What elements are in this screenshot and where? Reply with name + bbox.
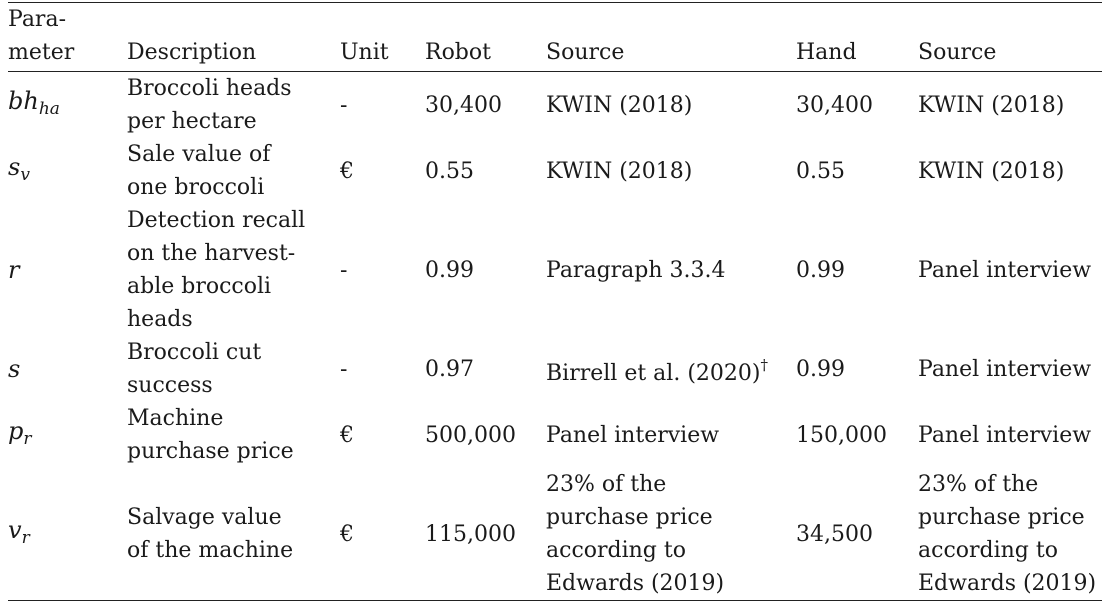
hand-value: 0.99	[796, 356, 845, 382]
hand-source: KWIN (2018)	[918, 92, 1065, 118]
parameter-unit: -	[340, 257, 348, 283]
header-parameter: Para- meter	[8, 7, 75, 65]
hand-source: 23% of the purchase price according to E…	[918, 472, 1097, 596]
parameter-symbol-subscript: r	[21, 527, 30, 548]
header-unit: Unit	[340, 40, 389, 65]
parameter-symbol: sv	[8, 138, 127, 204]
parameter-symbol: pr	[8, 402, 127, 468]
parameter-symbol-base: s	[8, 152, 21, 181]
robot-source: 23% of the purchase price according to E…	[546, 468, 796, 601]
parameter-description: Salvage value of the machine	[127, 505, 294, 563]
robot-value: 0.99	[425, 257, 474, 283]
footnote-dagger-mark: †	[760, 355, 768, 374]
hand-source: KWIN (2018)	[918, 158, 1065, 184]
parameter-unit: €	[340, 158, 354, 184]
parameter-description: Broccoli heads per hectare	[127, 76, 292, 134]
parameter-symbol: s	[8, 336, 127, 402]
table-row: sv Sale value of one broccoli €0.55 KWIN (2…	[8, 138, 1102, 204]
robot-source: Paragraph 3.3.4	[546, 204, 796, 336]
parameter-description: Broccoli cut success	[127, 340, 262, 398]
hand-source: Panel interview	[918, 422, 1092, 448]
parameter-table-container: Para- meter Description Unit Robot Sourc…	[8, 2, 1102, 601]
parameter-symbol: bhha	[8, 72, 127, 139]
hand-source: Panel interview	[918, 257, 1092, 283]
header-description: Description	[127, 40, 257, 65]
parameter-symbol: vr	[8, 468, 127, 601]
parameter-unit: €	[340, 422, 354, 448]
robot-source: Panel interview	[546, 402, 796, 468]
table-row: r Detection recall on the harvest- able b…	[8, 204, 1102, 336]
table-row: pr Machine purchase price €500,000 Panel in…	[8, 402, 1102, 468]
robot-source-text: Paragraph 3.3.4	[546, 257, 726, 283]
robot-source: KWIN (2018)	[546, 138, 796, 204]
robot-value: 0.97	[425, 356, 474, 382]
parameter-description: Sale value of one broccoli	[127, 142, 271, 200]
robot-value: 115,000	[425, 521, 516, 547]
parameter-symbol-base: v	[8, 515, 22, 544]
robot-value: 0.55	[425, 158, 474, 184]
parameter-symbol-base: p	[8, 416, 24, 445]
robot-source-text: KWIN (2018)	[546, 92, 693, 118]
header-source-hand: Source	[918, 40, 997, 65]
hand-value: 150,000	[796, 422, 887, 448]
robot-value: 500,000	[425, 422, 516, 448]
parameter-description: Machine purchase price	[127, 406, 294, 464]
parameter-symbol-base: s	[8, 354, 21, 383]
parameter-symbol-subscript: r	[23, 428, 32, 449]
robot-source: Birrell et al. (2020)†	[546, 336, 796, 402]
hand-value: 34,500	[796, 521, 873, 547]
table-row: s Broccoli cut success - 0.97 Birrell et al.…	[8, 336, 1102, 402]
parameter-symbol-base: bh	[8, 86, 39, 115]
header-robot: Robot	[425, 40, 491, 65]
robot-source: KWIN (2018)	[546, 72, 796, 139]
hand-source: Panel interview	[918, 356, 1092, 382]
hand-value: 30,400	[796, 92, 873, 118]
table-row: vr Salvage value of the machine €115,000 23…	[8, 468, 1102, 601]
parameter-unit: -	[340, 356, 348, 382]
parameter-table: Para- meter Description Unit Robot Sourc…	[8, 2, 1102, 601]
parameter-unit: €	[340, 521, 354, 547]
parameter-symbol-subscript: v	[20, 164, 30, 185]
robot-value: 30,400	[425, 92, 502, 118]
header-hand: Hand	[796, 40, 857, 65]
table-row: bhha Broccoli heads per hectare -30,400 KWI…	[8, 72, 1102, 139]
parameter-symbol-base: r	[8, 255, 20, 284]
robot-source-text: KWIN (2018)	[546, 158, 693, 184]
parameter-symbol: r	[8, 204, 127, 336]
table-body: bhha Broccoli heads per hectare -30,400 KWI…	[8, 72, 1102, 601]
robot-source-text: Birrell et al. (2020)	[546, 360, 761, 386]
parameter-symbol-subscript: ha	[38, 98, 60, 119]
parameter-description: Detection recall on the harvest- able br…	[127, 208, 306, 332]
parameter-unit: -	[340, 92, 348, 118]
header-source-robot: Source	[546, 40, 625, 65]
robot-source-text: Panel interview	[546, 422, 720, 448]
hand-value: 0.55	[796, 158, 845, 184]
table-header-row: Para- meter Description Unit Robot Sourc…	[8, 2, 1102, 72]
hand-value: 0.99	[796, 257, 845, 283]
robot-source-text: 23% of the purchase price according to E…	[546, 472, 725, 596]
